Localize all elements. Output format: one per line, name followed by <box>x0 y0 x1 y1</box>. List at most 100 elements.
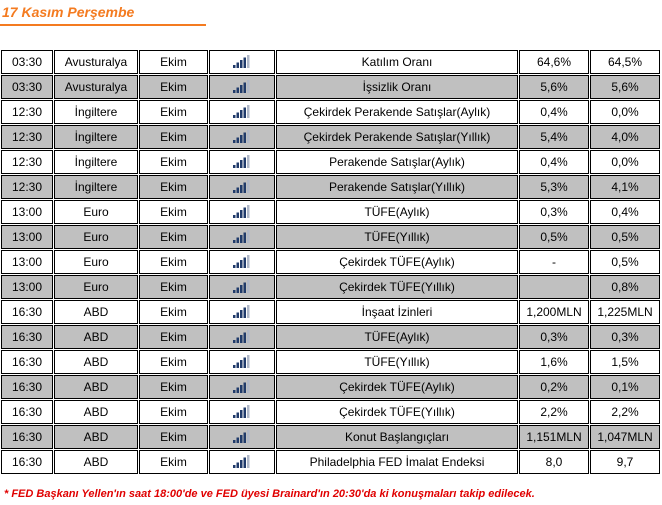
time-cell: 12:30 <box>1 150 53 174</box>
forecast-cell: 5,4% <box>519 125 589 149</box>
importance-icon <box>233 454 250 468</box>
date-title: 17 Kasım Perşembe <box>2 4 135 20</box>
importance-icon <box>233 354 250 368</box>
time-cell: 16:30 <box>1 325 53 349</box>
period-cell: Ekim <box>139 250 208 274</box>
footer-note: * FED Başkanı Yellen'ın saat 18:00'de ve… <box>4 488 535 500</box>
table-row: 13:00 Euro Ekim Çekirdek TÜFE(Yıllık) 0,8% <box>1 275 660 299</box>
importance-icon <box>233 429 250 443</box>
table-row: 13:00 Euro Ekim TÜFE(Aylık) 0,3% 0,4% <box>1 200 660 224</box>
forecast-cell <box>519 275 589 299</box>
event-cell: Perakende Satışlar(Aylık) <box>276 150 518 174</box>
importance-icon <box>233 129 250 143</box>
country-cell: İngiltere <box>54 175 138 199</box>
importance-icon <box>233 404 250 418</box>
previous-cell: 9,7 <box>590 450 660 474</box>
table-row: 12:30 İngiltere Ekim Çekirdek Perakende Sat… <box>1 100 660 124</box>
forecast-cell: 8,0 <box>519 450 589 474</box>
time-cell: 03:30 <box>1 75 53 99</box>
event-cell: Çekirdek TÜFE(Yıllık) <box>276 400 518 424</box>
importance-cell <box>209 275 275 299</box>
forecast-cell: 0,2% <box>519 375 589 399</box>
previous-cell: 0,5% <box>590 225 660 249</box>
time-cell: 12:30 <box>1 100 53 124</box>
table-row: 16:30 ABD Ekim TÜFE(Yıllık) 1,6% 1,5% <box>1 350 660 374</box>
importance-cell <box>209 350 275 374</box>
importance-icon <box>233 229 250 243</box>
event-cell: Çekirdek Perakende Satışlar(Yıllık) <box>276 125 518 149</box>
country-cell: ABD <box>54 400 138 424</box>
table-row: 12:30 İngiltere Ekim Perakende Satışlar(Ayl… <box>1 150 660 174</box>
country-cell: İngiltere <box>54 150 138 174</box>
importance-cell <box>209 100 275 124</box>
country-cell: ABD <box>54 350 138 374</box>
forecast-cell: - <box>519 250 589 274</box>
period-cell: Ekim <box>139 200 208 224</box>
period-cell: Ekim <box>139 125 208 149</box>
forecast-cell: 1,6% <box>519 350 589 374</box>
forecast-cell: 5,6% <box>519 75 589 99</box>
previous-cell: 5,6% <box>590 75 660 99</box>
event-cell: Philadelphia FED İmalat Endeksi <box>276 450 518 474</box>
importance-cell <box>209 75 275 99</box>
country-cell: Euro <box>54 275 138 299</box>
importance-icon <box>233 379 250 393</box>
importance-cell <box>209 200 275 224</box>
importance-cell <box>209 175 275 199</box>
importance-cell <box>209 50 275 74</box>
forecast-cell: 1,151MLN <box>519 425 589 449</box>
time-cell: 16:30 <box>1 350 53 374</box>
importance-cell <box>209 300 275 324</box>
previous-cell: 0,4% <box>590 200 660 224</box>
country-cell: ABD <box>54 300 138 324</box>
importance-icon <box>233 304 250 318</box>
event-cell: TÜFE(Aylık) <box>276 325 518 349</box>
country-cell: ABD <box>54 450 138 474</box>
country-cell: ABD <box>54 375 138 399</box>
previous-cell: 0,3% <box>590 325 660 349</box>
previous-cell: 2,2% <box>590 400 660 424</box>
forecast-cell: 1,200MLN <box>519 300 589 324</box>
country-cell: İngiltere <box>54 125 138 149</box>
event-cell: Çekirdek TÜFE(Yıllık) <box>276 275 518 299</box>
forecast-cell: 0,4% <box>519 100 589 124</box>
importance-icon <box>233 54 250 68</box>
event-cell: Çekirdek TÜFE(Aylık) <box>276 250 518 274</box>
previous-cell: 4,0% <box>590 125 660 149</box>
event-cell: TÜFE(Yıllık) <box>276 225 518 249</box>
time-cell: 16:30 <box>1 300 53 324</box>
table-row: 13:00 Euro Ekim Çekirdek TÜFE(Aylık) -0,5% <box>1 250 660 274</box>
previous-cell: 1,5% <box>590 350 660 374</box>
title-underline <box>0 24 206 26</box>
event-cell: Perakende Satışlar(Yıllık) <box>276 175 518 199</box>
time-cell: 16:30 <box>1 425 53 449</box>
previous-cell: 0,0% <box>590 150 660 174</box>
table-row: 16:30 ABD Ekim TÜFE(Aylık) 0,3% 0,3% <box>1 325 660 349</box>
event-cell: Katılım Oranı <box>276 50 518 74</box>
period-cell: Ekim <box>139 150 208 174</box>
previous-cell: 64,5% <box>590 50 660 74</box>
country-cell: ABD <box>54 425 138 449</box>
importance-cell <box>209 425 275 449</box>
period-cell: Ekim <box>139 375 208 399</box>
importance-icon <box>233 204 250 218</box>
importance-cell <box>209 325 275 349</box>
period-cell: Ekim <box>139 75 208 99</box>
table-row: 16:30 ABD Ekim Çekirdek TÜFE(Yıllık) 2,2% 2,2… <box>1 400 660 424</box>
time-cell: 13:00 <box>1 275 53 299</box>
importance-cell <box>209 125 275 149</box>
period-cell: Ekim <box>139 100 208 124</box>
importance-icon <box>233 329 250 343</box>
importance-cell <box>209 150 275 174</box>
previous-cell: 4,1% <box>590 175 660 199</box>
country-cell: Avusturalya <box>54 75 138 99</box>
importance-icon <box>233 254 250 268</box>
country-cell: Euro <box>54 250 138 274</box>
importance-cell <box>209 250 275 274</box>
table-row: 16:30 ABD Ekim Philadelphia FED İmalat Ende… <box>1 450 660 474</box>
event-cell: TÜFE(Aylık) <box>276 200 518 224</box>
period-cell: Ekim <box>139 175 208 199</box>
period-cell: Ekim <box>139 450 208 474</box>
importance-icon <box>233 179 250 193</box>
